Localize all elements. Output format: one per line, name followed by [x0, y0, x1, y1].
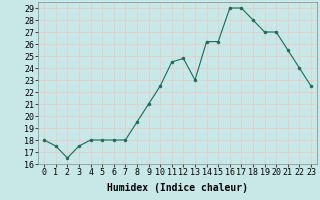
X-axis label: Humidex (Indice chaleur): Humidex (Indice chaleur) [107, 183, 248, 193]
